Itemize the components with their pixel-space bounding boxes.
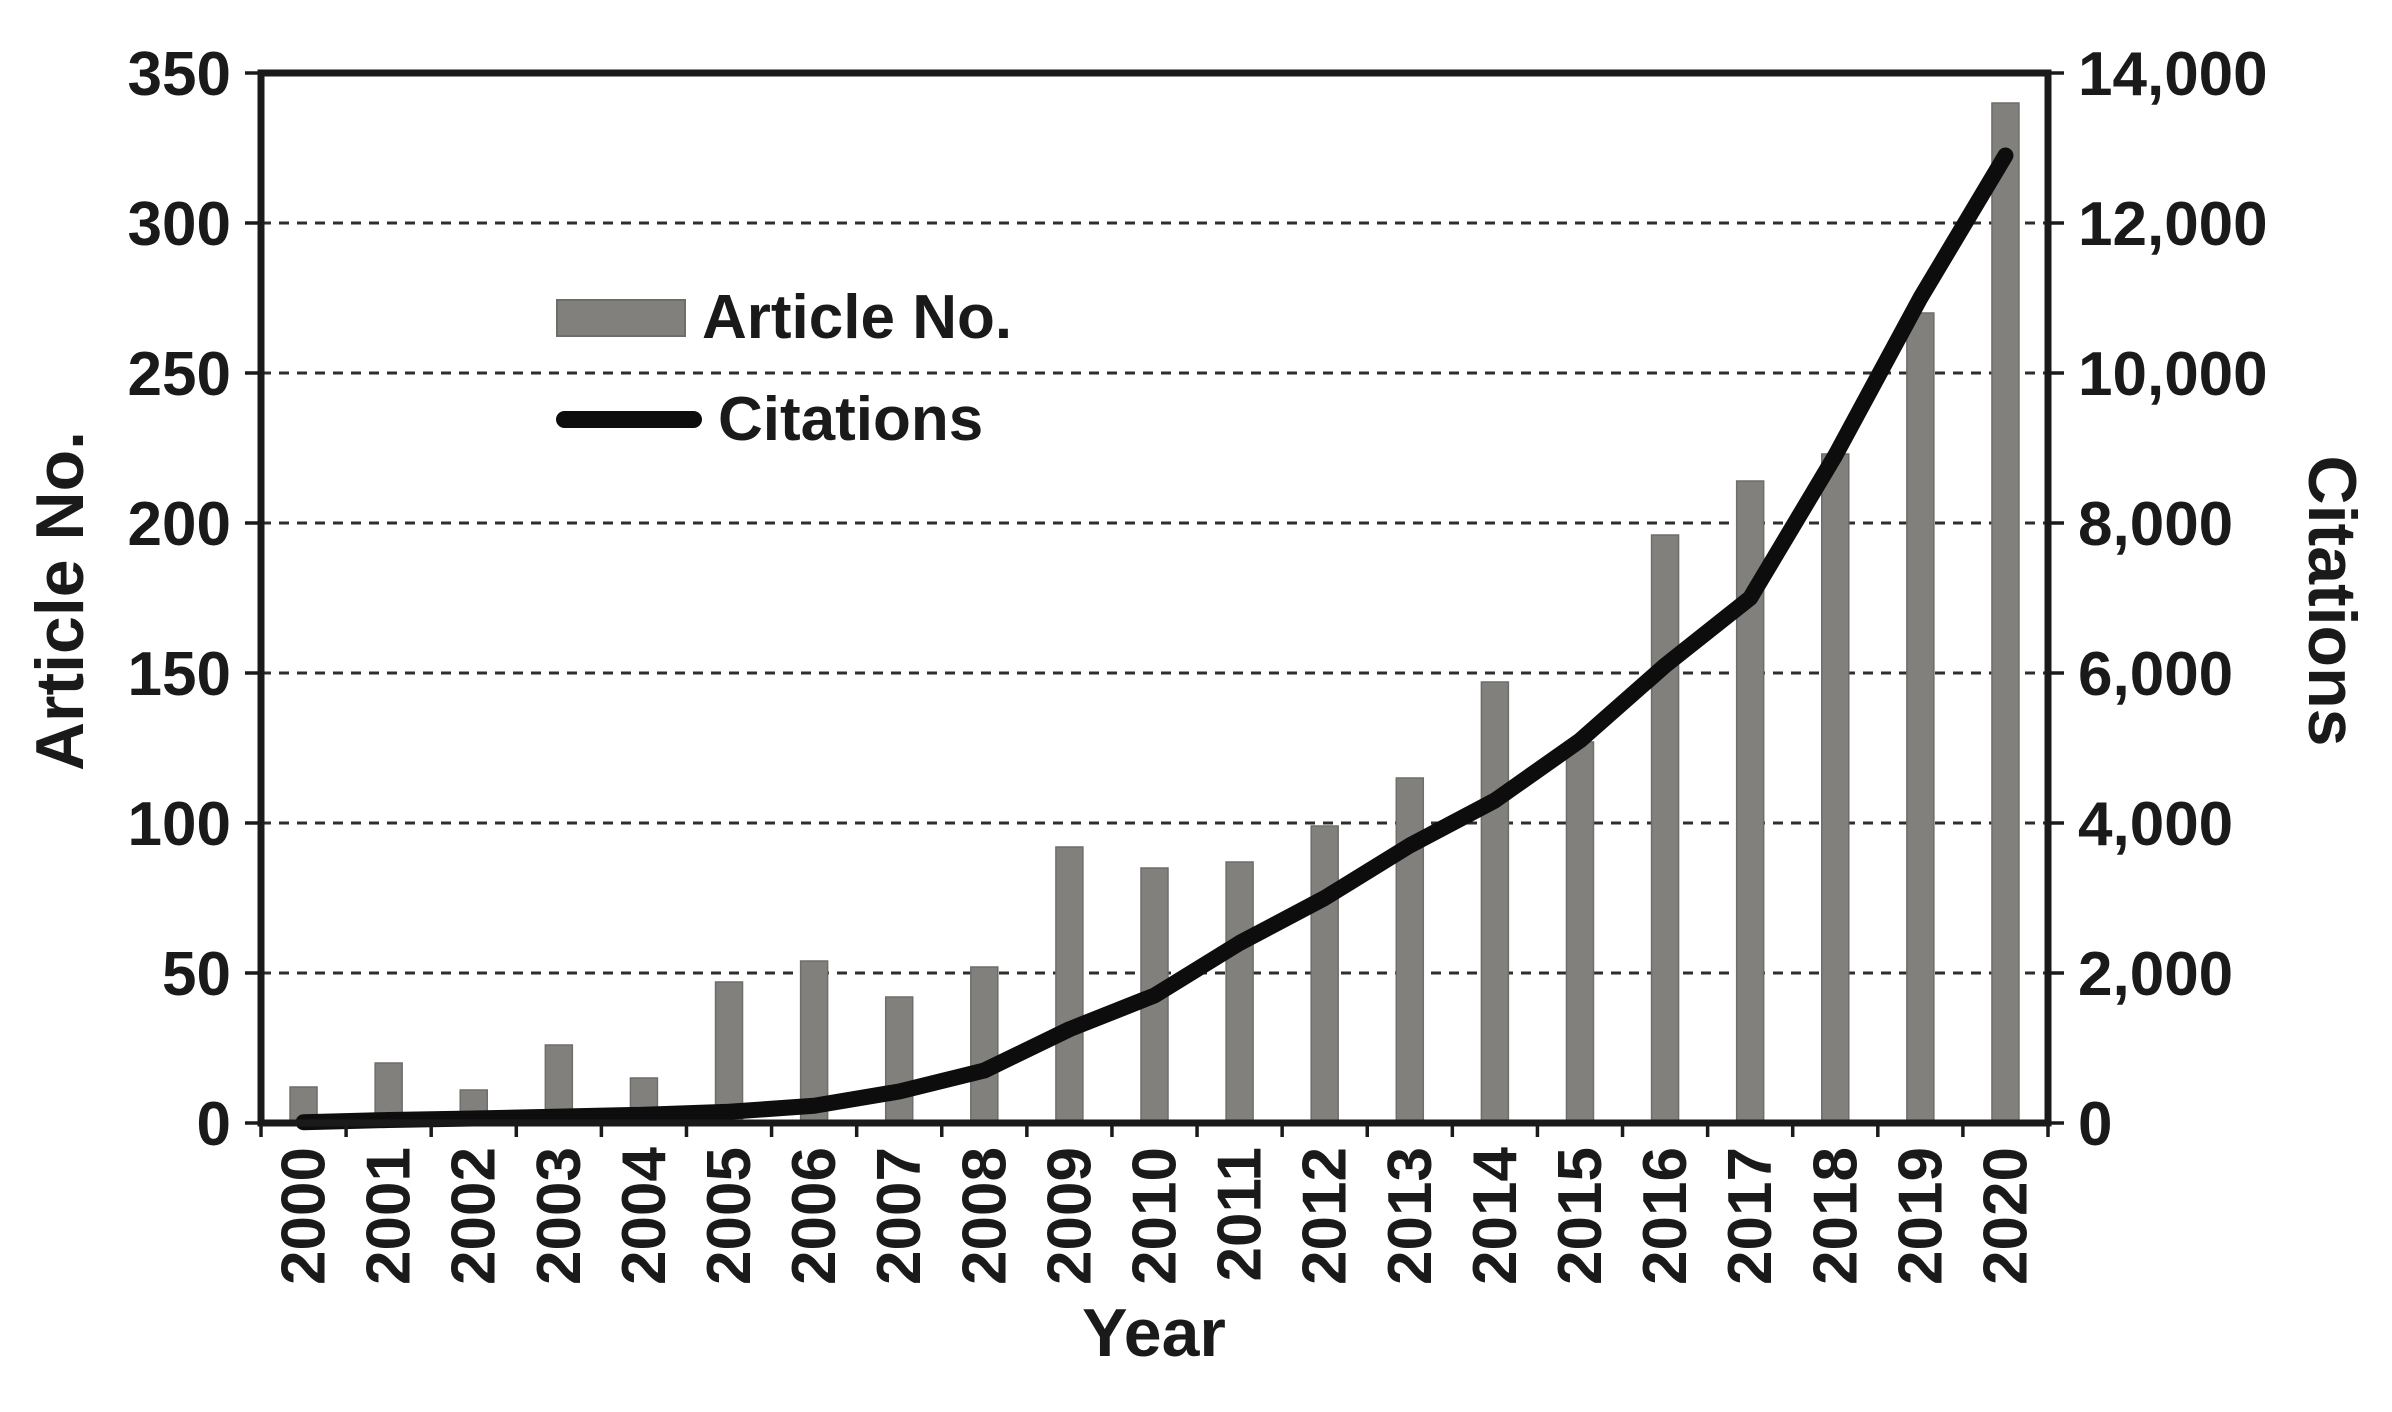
bar-2013 [1395, 777, 1425, 1124]
left-axis-label-300: 300 [128, 190, 231, 259]
bar-2015 [1565, 741, 1595, 1124]
left-axis-label-100: 100 [128, 790, 231, 859]
bar-2012 [1310, 825, 1339, 1124]
x-axis-label-2004: 2004 [610, 1146, 679, 1284]
x-axis-label-2001: 2001 [355, 1147, 424, 1285]
right-axis-label-14,000: 14,000 [2078, 40, 2268, 109]
x-axis-title: Year [1082, 1295, 1226, 1371]
bar-2007 [884, 996, 914, 1124]
legend-label-citations: Citations [718, 385, 984, 454]
right-axis-label-6,000: 6,000 [2078, 640, 2233, 709]
legend-label-articles: Article No. [702, 283, 1013, 352]
bar-2008 [970, 966, 999, 1124]
x-axis-label-2002: 2002 [440, 1147, 509, 1285]
bar-2018 [1821, 453, 1850, 1124]
right-axis-label-12,000: 12,000 [2078, 190, 2268, 259]
x-axis-label-2003: 2003 [525, 1147, 594, 1285]
left-axis-title: Article No. [22, 430, 98, 772]
citations-line [295, 147, 2014, 1131]
x-axis-label-2017: 2017 [1716, 1147, 1785, 1285]
legend-line-swatch-icon [556, 411, 702, 428]
right-axis-title: Citations [2294, 455, 2370, 747]
left-axis-label-150: 150 [128, 640, 231, 709]
x-axis-label-2008: 2008 [950, 1147, 1019, 1285]
left-axis-label-250: 250 [128, 340, 231, 409]
right-axis-labels: 0 2,000 4,000 6,000 8,000 10,000 12,000 14,000 [2078, 40, 2268, 1159]
x-axis-label-2019: 2019 [1886, 1147, 1955, 1285]
right-axis-label-0: 0 [2078, 1090, 2112, 1159]
left-axis-labels: 0 50 100 150 200 250 300 350 [128, 40, 231, 1159]
right-axis-label-8,000: 8,000 [2078, 490, 2233, 559]
left-axis-label-350: 350 [128, 40, 231, 109]
left-axis-label-0: 0 [197, 1090, 231, 1159]
x-axis-label-2011: 2011 [1206, 1147, 1275, 1282]
bar-2005 [714, 981, 744, 1124]
x-axis-label-2012: 2012 [1291, 1147, 1360, 1285]
x-axis-label-2000: 2000 [270, 1147, 339, 1285]
x-axis-label-2009: 2009 [1035, 1147, 1104, 1285]
x-axis-label-2014: 2014 [1461, 1146, 1530, 1284]
left-axis-label-200: 200 [128, 490, 231, 559]
bar-2011 [1225, 861, 1254, 1124]
bar-2006 [799, 960, 829, 1124]
legend-entry-articles: Article No. [556, 282, 1012, 353]
plot-frame [257, 69, 2052, 1127]
bar-2016 [1650, 534, 1680, 1124]
bar-2020 [1991, 102, 2020, 1124]
right-axis-label-4,000: 4,000 [2078, 790, 2233, 859]
x-axis-label-2010: 2010 [1121, 1147, 1190, 1285]
bar-2014 [1480, 681, 1510, 1124]
x-axis-label-2018: 2018 [1801, 1147, 1870, 1285]
right-axis-label-10,000: 10,000 [2078, 340, 2268, 409]
legend-bar-swatch-icon [556, 298, 686, 337]
x-axis-label-2016: 2016 [1631, 1147, 1700, 1285]
bars-article-no [289, 102, 2020, 1124]
bar-2019 [1906, 312, 1935, 1124]
x-axis-label-2006: 2006 [780, 1147, 849, 1285]
x-axis-label-2020: 2020 [1971, 1147, 2040, 1285]
right-axis-label-2,000: 2,000 [2078, 940, 2233, 1009]
x-axis-label-2013: 2013 [1376, 1147, 1445, 1285]
bar-2009 [1055, 846, 1084, 1124]
gridlines [261, 221, 2048, 975]
x-axis-label-2015: 2015 [1546, 1147, 1615, 1285]
x-axis-label-2007: 2007 [865, 1147, 934, 1285]
x-axis-label-2005: 2005 [695, 1147, 764, 1285]
left-axis-label-50: 50 [162, 940, 231, 1009]
x-axis-labels: 2000 2001 2002 2003 2004 2005 2006 2007 2008 2009… [270, 1146, 2041, 1284]
legend-entry-citations: Citations [556, 384, 983, 455]
tick-marks [245, 71, 2064, 1137]
